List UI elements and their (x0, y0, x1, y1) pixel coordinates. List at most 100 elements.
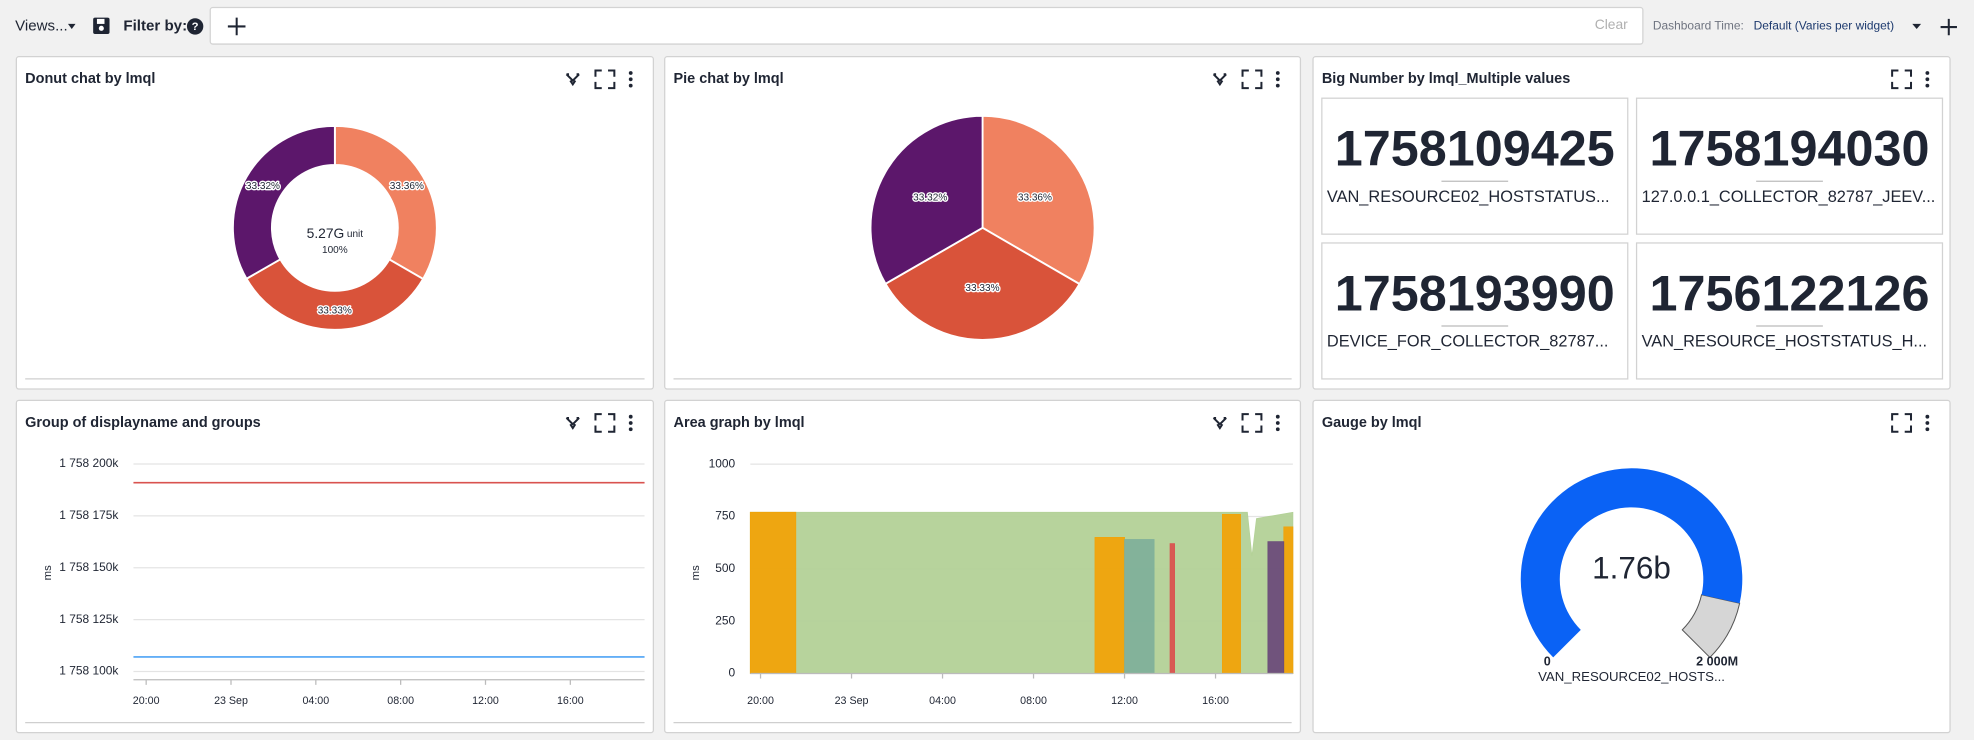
dot (628, 414, 633, 419)
x-tick-label: 23 Sep (214, 695, 248, 707)
filter-icon[interactable] (565, 73, 580, 87)
center-percent: 100% (322, 245, 348, 256)
big-number-label: VAN_RESOURCE02_HOSTSTATUS... (1327, 188, 1610, 206)
expand-icon[interactable] (1891, 413, 1913, 433)
y-tick-label: 250 (715, 613, 735, 627)
x-tick-label: 12:00 (1111, 695, 1138, 707)
donut-slice (245, 257, 425, 331)
slice-label: 33.33% (965, 283, 999, 294)
x-tick-label: 16:00 (1202, 695, 1229, 707)
y-tick-label: 500 (715, 561, 735, 575)
dot (1925, 83, 1930, 88)
big-number-cell (1321, 242, 1629, 380)
x-tick-label: 20:00 (747, 695, 774, 707)
y-tick-label: 1000 (709, 456, 736, 470)
y-tick-label: 0 (729, 666, 736, 680)
filter-input[interactable] (209, 6, 1644, 45)
widget-title: Big Number by lmql_Multiple values (1322, 71, 1570, 87)
filter-icon[interactable] (565, 416, 580, 430)
expand-icon[interactable] (1891, 69, 1913, 90)
dot (1275, 83, 1280, 88)
center-value: 5.27G unit (307, 225, 364, 241)
filter-label: Filter by: (123, 17, 187, 34)
gauge-track (1681, 594, 1741, 659)
more-icon[interactable] (628, 71, 633, 88)
add-filter-icon[interactable] (227, 17, 246, 36)
gauge-value (1520, 468, 1743, 658)
time-select[interactable]: Default (Varies per widget) (1754, 19, 1894, 33)
expand-icon[interactable] (1241, 413, 1263, 433)
widget-title: Donut chat by lmql (25, 71, 155, 87)
expand-icon[interactable] (594, 413, 616, 433)
save-icon[interactable] (93, 17, 110, 34)
gauge-value-label: 1.76b (1592, 551, 1671, 586)
y-axis-label: ms (690, 565, 702, 580)
widget-title: Gauge by lmql (1322, 415, 1422, 431)
donut-slice (333, 124, 438, 281)
clear-button[interactable]: Clear (1595, 16, 1628, 32)
dot (1925, 71, 1930, 75)
y-tick-label: 1 758 125k (59, 612, 118, 626)
expand-icon[interactable] (1241, 69, 1263, 90)
x-tick-label: 16:00 (557, 695, 584, 707)
dot (1925, 427, 1930, 432)
dot (1275, 77, 1280, 82)
add-widget-icon[interactable] (1940, 18, 1957, 36)
dot (1925, 77, 1930, 82)
time-label: Dashboard Time: (1653, 19, 1744, 33)
area-series (1267, 541, 1285, 674)
svg-text:?: ? (192, 21, 199, 33)
help-icon[interactable]: ? (186, 18, 204, 35)
dot (1275, 414, 1280, 419)
dot (628, 77, 633, 82)
gauge-label: VAN_RESOURCE02_HOSTS... (1538, 669, 1725, 684)
x-tick-label: 23 Sep (835, 695, 869, 707)
caret-icon[interactable] (1912, 23, 1922, 29)
dot (1925, 421, 1930, 425)
widget-panel (1312, 399, 1951, 734)
caret-icon[interactable] (67, 23, 76, 29)
y-tick-label: 1 758 100k (59, 664, 118, 678)
pie-slice (869, 114, 984, 286)
y-tick-label: 1 758 150k (59, 560, 118, 574)
area-series (749, 511, 1294, 674)
center-unit: unit (347, 229, 363, 240)
more-icon[interactable] (1925, 71, 1930, 88)
big-number-cell (1635, 242, 1944, 380)
area-series (1169, 543, 1175, 674)
big-number-value: 1758193990 (1335, 264, 1615, 321)
views-menu[interactable]: Views... (15, 17, 68, 34)
x-tick-label: 04:00 (929, 695, 956, 707)
dot (628, 421, 633, 425)
donut-slice (232, 124, 336, 281)
dot (628, 427, 633, 432)
more-icon[interactable] (1275, 71, 1280, 88)
big-number-value: 1758194030 (1650, 120, 1930, 177)
expand-icon[interactable] (594, 69, 616, 90)
big-number-label: DEVICE_FOR_COLLECTOR_82787... (1327, 333, 1609, 351)
toolbar: Views... Filter by: ? Clear Dashboard Ti… (15, 6, 1957, 45)
filter-icon[interactable] (1212, 73, 1227, 87)
more-icon[interactable] (1275, 414, 1280, 432)
big-number-value: 1758109425 (1335, 120, 1615, 177)
big-number-label: 127.0.0.1_COLLECTOR_82787_JEEV... (1642, 188, 1936, 206)
gauge-min-label: 0 (1544, 655, 1551, 669)
dot (628, 71, 633, 75)
big-number-value: 1756122126 (1650, 264, 1930, 321)
more-icon[interactable] (1925, 414, 1930, 432)
more-icon[interactable] (628, 414, 633, 432)
area-series (749, 511, 1294, 674)
y-tick-label: 1 758 175k (59, 508, 118, 522)
filter-icon[interactable] (1212, 416, 1227, 430)
slice-label: 33.36% (390, 181, 424, 192)
center-number: 5.27G (307, 225, 345, 241)
gauge-max-label: 2 000M (1696, 655, 1738, 669)
dot (1275, 71, 1280, 75)
widget-title: Group of displayname and groups (25, 415, 261, 431)
x-tick-label: 04:00 (302, 695, 329, 707)
slice-label: 33.32% (913, 192, 947, 203)
dot (1275, 421, 1280, 425)
big-number-cell (1635, 97, 1944, 235)
